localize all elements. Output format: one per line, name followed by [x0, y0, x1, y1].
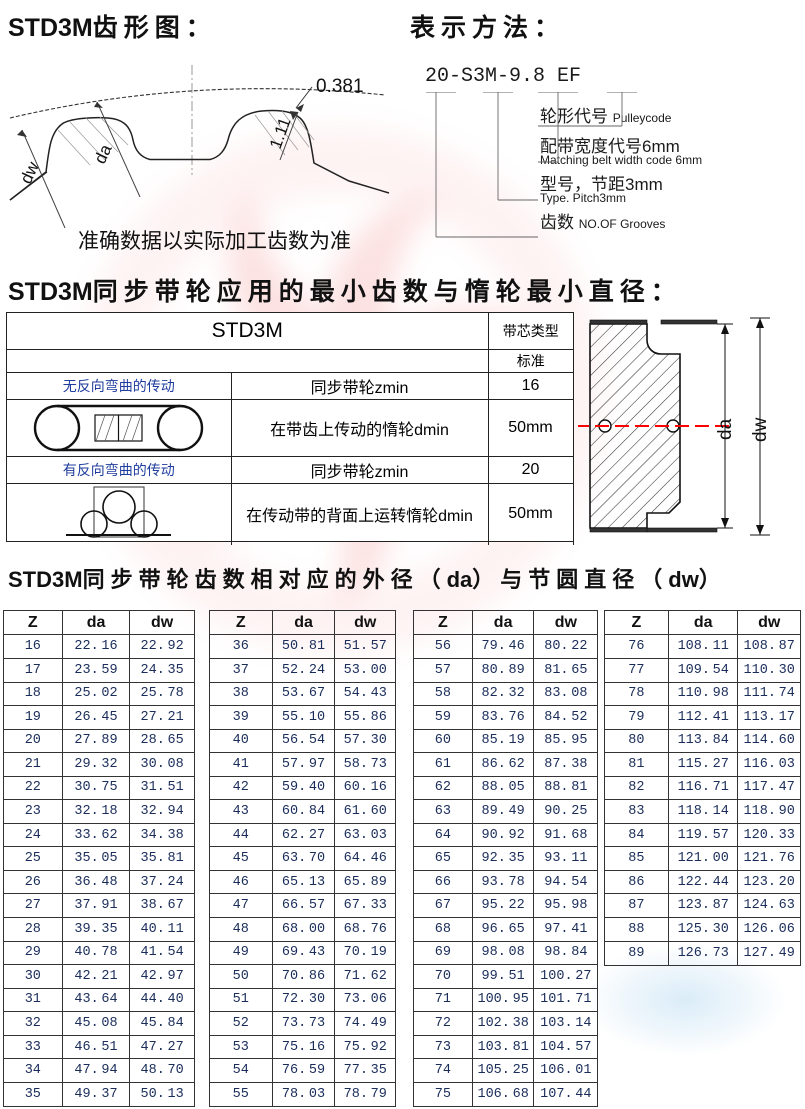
svg-text:da: da [90, 141, 115, 167]
svg-text:dw: dw [750, 417, 771, 442]
svg-text:1.11: 1.11 [266, 115, 295, 151]
svg-text:准确数据以实际加工齿数为准: 准确数据以实际加工齿数为准 [78, 229, 351, 253]
svg-text:0.381: 0.381 [316, 76, 364, 97]
svg-text:dw: dw [16, 158, 43, 186]
svg-text:da: da [715, 418, 736, 440]
